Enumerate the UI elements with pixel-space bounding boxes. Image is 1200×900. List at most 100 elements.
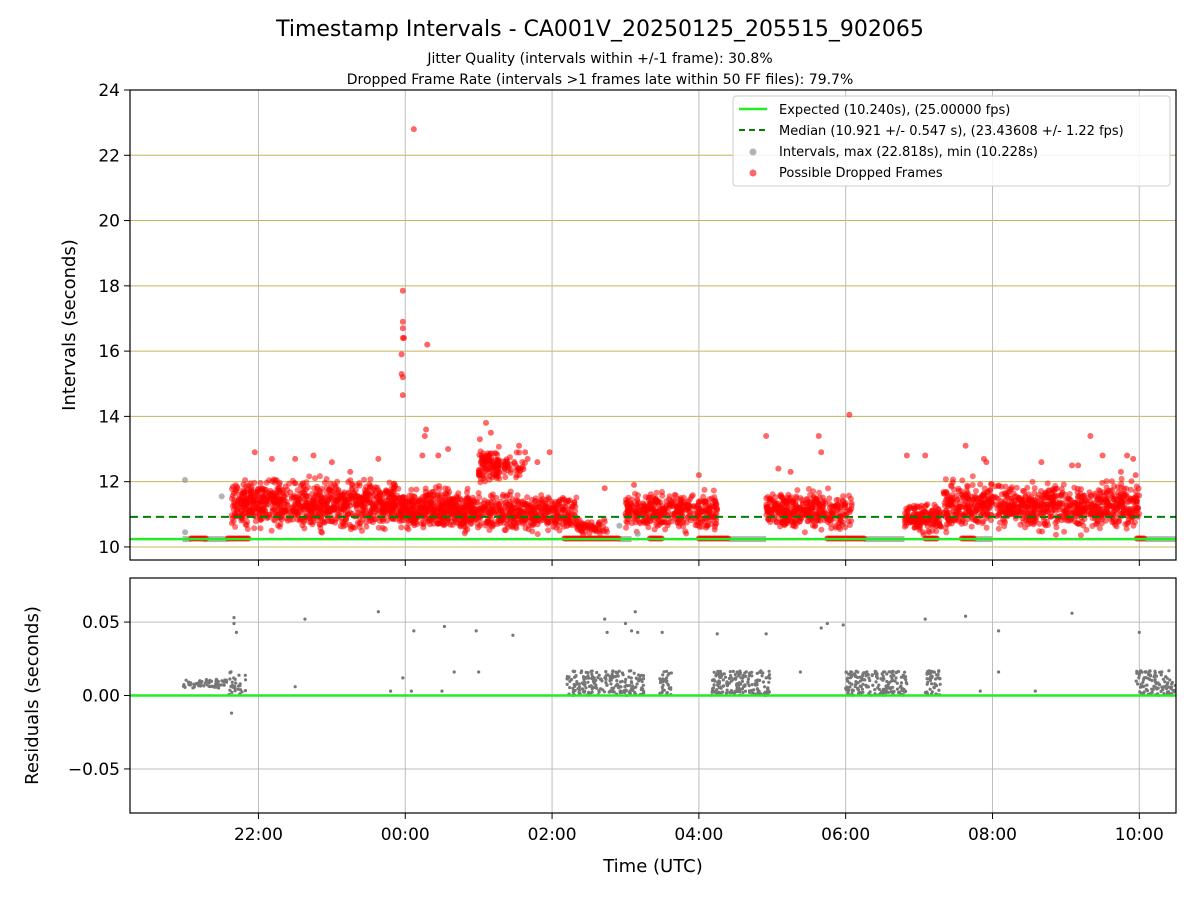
dropped-frame-point — [349, 510, 356, 517]
residual-point — [856, 681, 860, 685]
dropped-frame-point — [633, 508, 639, 515]
dropped-frame-point — [406, 492, 413, 499]
residual-point — [624, 689, 629, 693]
dropped-frame-point — [1103, 502, 1110, 509]
dropped-frame-point — [1131, 510, 1138, 517]
dropped-frame-point — [1062, 516, 1069, 523]
dropped-frame-point — [317, 493, 324, 500]
dropped-frame-point — [476, 436, 483, 443]
residual-point — [856, 687, 860, 691]
dropped-frame-point — [845, 518, 852, 525]
residual-point — [938, 682, 942, 686]
residual-point — [711, 689, 716, 693]
dropped-frame-point — [821, 517, 828, 524]
dropped-frame-point — [1002, 490, 1009, 497]
residual-point — [849, 670, 853, 674]
dropped-frame-point — [516, 472, 523, 479]
residual-point — [234, 681, 238, 685]
dropped-frame-point — [1099, 452, 1106, 459]
residual-point — [712, 683, 716, 687]
dropped-frame-point — [332, 492, 339, 499]
dropped-frame-point — [810, 488, 817, 495]
dropped-frame-point — [268, 527, 275, 534]
dropped-frame-point — [399, 287, 406, 294]
residual-point — [761, 680, 766, 684]
dropped-frame-point — [474, 499, 481, 506]
dropped-frame-point — [476, 467, 483, 474]
residual-point — [631, 686, 635, 690]
dropped-frame-point — [408, 486, 415, 493]
residual-point — [611, 669, 615, 674]
dropped-frame-point — [324, 517, 331, 524]
dropped-frame-point — [1136, 492, 1143, 499]
dropped-frame-point — [767, 496, 774, 503]
dropped-frame-point — [1086, 504, 1093, 510]
dropped-frame-point — [345, 489, 352, 496]
dropped-frame-point — [920, 529, 926, 536]
dropped-frame-point — [519, 459, 526, 465]
residual-point — [1148, 674, 1153, 678]
dropped-frame-point — [984, 496, 991, 503]
dropped-frame-point — [1136, 510, 1143, 517]
dropped-frame-point — [410, 520, 417, 527]
residual-point — [722, 684, 726, 688]
residual-point — [978, 689, 982, 693]
residual-point — [606, 673, 610, 677]
dropped-frame-point — [693, 504, 700, 511]
intervals-ytick-label: 14 — [98, 407, 120, 427]
residual-point — [236, 687, 240, 691]
residual-point — [593, 682, 597, 686]
dropped-frame-point — [789, 499, 796, 505]
dropped-frame-point — [903, 452, 910, 459]
dropped-frame-point — [462, 515, 469, 522]
residual-point — [714, 674, 718, 678]
residual-point — [1134, 679, 1138, 683]
residual-point — [885, 679, 889, 684]
dropped-frame-point — [1020, 487, 1026, 494]
residual-point — [1145, 683, 1149, 687]
dropped-frame-point — [288, 495, 295, 502]
dropped-frame-point — [1078, 486, 1084, 493]
dropped-frame-point — [579, 520, 586, 527]
dropped-frame-point — [701, 486, 708, 493]
residual-point — [409, 689, 413, 693]
dropped-frame-point — [391, 507, 397, 514]
dropped-frame-point — [666, 502, 673, 509]
dropped-frame-point — [1077, 532, 1084, 539]
residual-point — [637, 679, 641, 683]
residual-point — [642, 691, 646, 695]
residual-point — [660, 630, 664, 634]
residual-point — [1151, 688, 1155, 692]
residual-point — [767, 690, 771, 694]
dropped-frame-point — [493, 494, 500, 501]
residual-point — [876, 686, 880, 690]
time-xlabel: Time (UTC) — [602, 856, 703, 877]
dropped-frame-point — [361, 476, 367, 483]
dropped-frame-point — [973, 508, 979, 515]
dropped-frame-point — [1061, 528, 1068, 535]
residual-point — [440, 689, 444, 693]
dropped-frame-point — [1060, 481, 1067, 488]
dropped-frame-point — [339, 506, 346, 512]
residual-point — [584, 686, 588, 690]
dropped-frame-point — [683, 507, 690, 513]
dropped-frame-point — [495, 463, 502, 470]
dropped-frame-point — [1039, 528, 1046, 535]
time-xtick-label: 06:00 — [821, 825, 870, 845]
dropped-frame-point — [423, 426, 430, 433]
dropped-frame-point — [237, 496, 244, 503]
dropped-frame-point — [444, 508, 451, 515]
dropped-frame-point — [546, 449, 553, 456]
residual-point — [750, 674, 754, 678]
residual-point — [214, 677, 218, 681]
dropped-frame-point — [973, 488, 979, 494]
residual-point — [582, 678, 586, 682]
dropped-frame-point — [478, 458, 485, 465]
dropped-frame-point — [498, 517, 504, 524]
residual-point — [633, 610, 637, 614]
dropped-frame-point — [998, 501, 1005, 508]
dropped-frame-point — [435, 452, 442, 459]
dropped-frame-point — [1066, 491, 1073, 497]
legend-box — [732, 95, 1171, 187]
dropped-frame-point — [905, 504, 912, 511]
